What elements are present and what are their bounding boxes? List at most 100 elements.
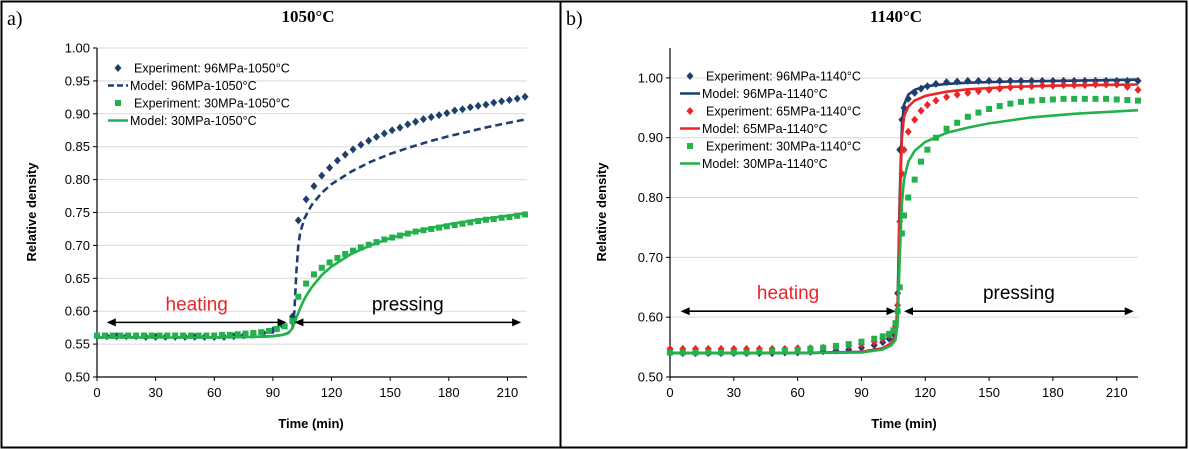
data-point-diamond — [513, 94, 521, 103]
y-tick-label: 0.75 — [65, 205, 90, 220]
data-point-square — [459, 220, 466, 227]
data-point-square — [101, 332, 108, 339]
arrowhead-right — [277, 318, 287, 327]
data-point-square — [781, 347, 788, 354]
data-point-square — [148, 332, 155, 339]
x-tick-label: 150 — [379, 385, 401, 400]
data-point-square — [890, 327, 897, 334]
data-point-square — [234, 331, 241, 338]
data-point-square — [943, 125, 950, 132]
data-point-square — [832, 342, 839, 349]
data-point-square — [140, 332, 147, 339]
legend-label: Model: 30MPa-1050°C — [130, 114, 257, 128]
y-tick-label: 0.70 — [65, 238, 90, 253]
data-point-diamond — [943, 93, 951, 102]
data-point-square — [342, 250, 349, 257]
data-point-square — [156, 332, 163, 339]
data-point-square — [1007, 100, 1014, 107]
y-tick-label: 0.90 — [638, 130, 663, 145]
data-point-square — [266, 327, 272, 334]
data-point-diamond — [396, 123, 404, 132]
data-point-square — [1060, 95, 1067, 102]
data-point-square — [242, 330, 249, 337]
annotation-label: heating — [757, 283, 819, 304]
data-point-diamond — [294, 216, 302, 225]
legend-swatch-square — [115, 100, 121, 106]
legend-label: Experiment: 96MPa-1140°C — [706, 70, 861, 84]
data-point-diamond — [435, 111, 443, 120]
data-point-square — [905, 194, 912, 201]
x-tick-label: 30 — [727, 385, 741, 400]
data-point-square — [820, 344, 827, 351]
data-point-diamond — [326, 163, 334, 172]
data-point-square — [250, 329, 257, 336]
data-point-square — [258, 329, 265, 336]
data-point-square — [117, 332, 124, 339]
x-tick-label: 180 — [438, 385, 460, 400]
data-point-diamond — [373, 132, 380, 141]
data-point-square — [187, 332, 194, 339]
data-point-square — [334, 254, 341, 261]
data-point-square — [350, 247, 357, 254]
legend-swatch-square — [687, 143, 693, 149]
data-point-square — [901, 212, 907, 219]
data-point-diamond — [427, 113, 435, 122]
data-point-square — [807, 345, 814, 352]
arrowhead-right — [512, 318, 522, 327]
data-point-diamond — [911, 115, 919, 124]
data-point-diamond — [490, 98, 498, 107]
y-tick-label: 0.95 — [65, 73, 90, 88]
data-point-square — [94, 332, 100, 339]
x-tick-label: 120 — [914, 385, 936, 400]
legend-label: Model: 30MPa-1140°C — [702, 157, 828, 171]
arrowhead-left — [106, 318, 116, 327]
data-point-square — [211, 332, 218, 339]
y-tick-label: 0.60 — [65, 304, 90, 319]
data-point-square — [226, 331, 233, 338]
y-tick-label: 0.90 — [65, 106, 90, 121]
annotation-label: heating — [166, 294, 228, 315]
data-point-square — [1113, 96, 1120, 103]
data-point-square — [303, 280, 310, 287]
y-tick-label: 1.00 — [638, 70, 663, 85]
y-tick-label: 0.80 — [65, 172, 90, 187]
legend-label: Experiment: 30MPa-1050°C — [134, 97, 290, 111]
data-point-square — [164, 332, 171, 339]
y-tick-label: 0.60 — [638, 310, 663, 325]
series-line — [670, 108, 1139, 355]
data-point-square — [326, 259, 333, 266]
x-tick-label: 90 — [266, 385, 280, 400]
panel-a-plot: 0.50 0.55 0.60 0.65 0.70 0.75 0.80 0.85 0.90 0.95… — [65, 41, 529, 400]
data-point-square — [180, 332, 186, 339]
data-point-diamond — [917, 106, 925, 115]
data-point-diamond — [904, 127, 912, 136]
annotation-label: pressing — [372, 294, 444, 315]
data-point-diamond — [380, 129, 388, 138]
data-point-square — [295, 293, 302, 300]
legend-label: Experiment: 65MPa-1140°C — [706, 105, 861, 119]
legend-swatch-diamond — [686, 107, 694, 115]
data-point-square — [289, 318, 296, 325]
data-point-square — [506, 214, 513, 221]
data-point-diamond — [419, 115, 427, 124]
data-point-square — [203, 332, 210, 339]
data-point-square — [1092, 95, 1099, 102]
x-tick-label: 0 — [666, 385, 673, 400]
data-point-diamond — [964, 88, 972, 97]
panel-a-label: a) — [7, 8, 23, 30]
data-point-diamond — [349, 145, 357, 154]
data-point-square — [1081, 95, 1088, 102]
data-point-diamond — [923, 100, 931, 109]
x-tick-label: 210 — [497, 385, 519, 400]
arrowhead-left — [680, 307, 690, 316]
y-tick-label: 1.00 — [65, 41, 90, 56]
data-point-diamond — [459, 105, 466, 114]
data-point-diamond — [404, 120, 412, 129]
x-tick-label: 30 — [148, 385, 162, 400]
data-point-diamond — [310, 182, 318, 191]
series-line — [97, 117, 528, 339]
data-point-diamond — [318, 171, 326, 180]
data-point-square — [133, 332, 140, 339]
arrowhead-right — [886, 307, 896, 316]
data-point-square — [1028, 97, 1035, 104]
